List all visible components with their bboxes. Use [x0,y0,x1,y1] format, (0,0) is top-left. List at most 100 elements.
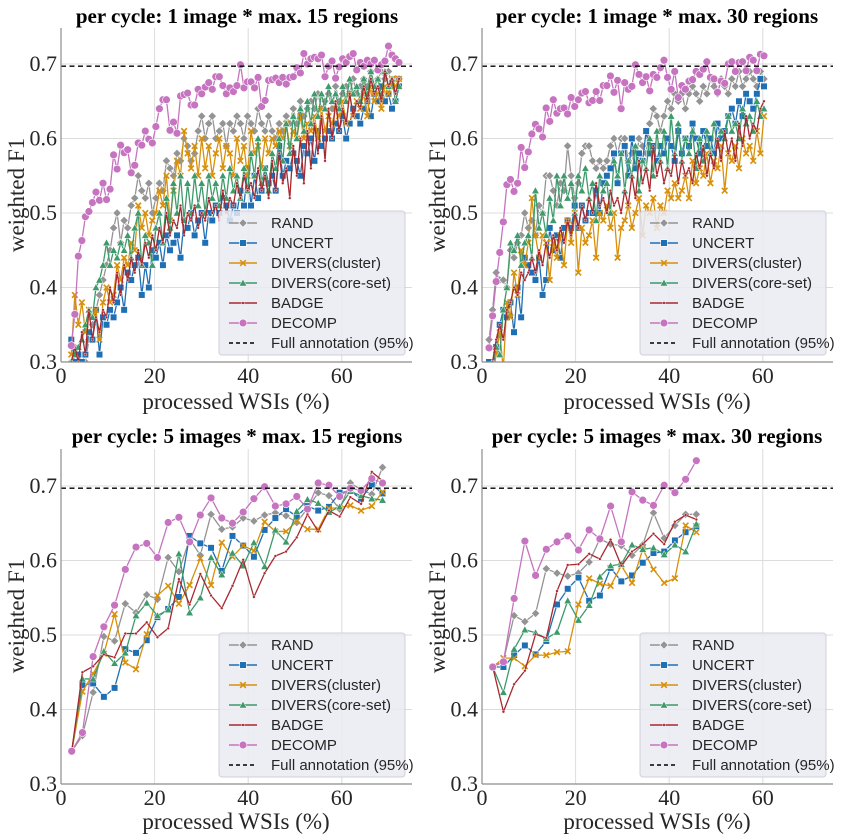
legend-item: BADGE [229,295,324,312]
data-point [228,548,237,557]
data-point [570,102,579,111]
data-point [735,164,743,172]
data-point [563,531,572,541]
data-point [232,111,242,121]
legend-item: BADGE [229,717,324,734]
y-tick-label: 0.7 [30,473,58,498]
data-point [256,118,267,129]
data-point [264,111,274,121]
data-point [253,134,263,142]
data-point [499,657,508,667]
plot-area: 0 20 40 60 0.3 0.4 0.5 0.6 0.7 RAND UNCERT DIVERS(c… [30,28,414,388]
data-point [268,172,276,180]
data-point [577,148,587,159]
data-point [682,528,690,536]
data-point [165,126,175,135]
data-point [735,97,743,105]
data-point [509,253,519,263]
legend: RAND UNCERT DIVERS(cluster) DIVERS(core-set… [639,210,835,356]
data-point [390,77,394,81]
legend-item: RAND [229,215,314,232]
data-point [203,218,207,223]
data-point [204,171,213,180]
data-point [394,58,404,67]
data-point [335,492,344,501]
data-point [544,636,548,640]
legend-swatch-marker [238,218,248,228]
data-point [71,358,79,362]
series-line [491,100,765,362]
data-point [383,69,387,74]
data-point [587,156,598,166]
data-point [96,336,103,344]
data-point [121,565,130,574]
data-point [260,510,270,520]
data-point [652,111,662,121]
data-point [542,545,551,554]
data-point [306,119,316,127]
data-point [583,218,588,223]
data-point [137,186,147,196]
data-point [200,211,204,215]
data-point [530,608,541,619]
data-point [673,151,677,155]
data-point [182,141,193,151]
data-point [191,142,199,150]
data-point [516,260,526,269]
data-point [595,156,605,166]
data-point [559,171,569,180]
data-point [249,181,253,185]
data-point [738,57,747,66]
legend-item: DIVERS(cluster) [650,255,802,272]
data-point [553,254,561,262]
data-point [102,238,111,247]
y-tick-label: 0.4 [30,697,58,722]
data-point [148,260,157,269]
data-point [120,306,128,314]
data-point [556,201,565,209]
data-point [289,72,298,81]
data-point [116,238,125,247]
data-point [490,374,496,380]
data-point [119,215,129,226]
data-point [319,114,324,118]
data-point [102,195,111,204]
data-point [549,216,558,224]
data-point [109,313,118,321]
data-point [142,598,151,607]
legend-item: UNCERT [229,657,333,674]
legend-label: DECOMP [271,315,337,332]
data-point [326,107,331,111]
data-point [174,513,184,522]
y-tick-label: 0.6 [30,548,58,573]
data-point [637,141,648,151]
data-point [67,341,76,350]
series-line [492,514,697,713]
data-point [123,145,132,154]
data-point [204,78,213,87]
data-point [219,164,227,172]
data-point [235,181,239,185]
data-point [132,665,140,673]
data-point [153,553,162,562]
data-point [208,193,217,202]
y-tick-label: 0.4 [451,697,479,722]
data-point [228,126,239,136]
data-point [613,171,622,180]
data-point [154,178,165,188]
data-point [183,88,192,98]
data-point [369,77,373,81]
data-point [742,90,750,98]
data-point [349,49,358,58]
data-point [367,474,376,483]
data-point [670,540,680,549]
data-point [281,111,291,121]
x-tick-label: 40 [658,785,680,810]
series-badge [69,69,401,362]
y-tick-label: 0.3 [451,349,479,374]
data-point [74,321,82,329]
data-point [344,121,348,126]
data-point [660,579,668,587]
x-tick-label: 60 [331,363,353,388]
data-point [190,171,199,180]
